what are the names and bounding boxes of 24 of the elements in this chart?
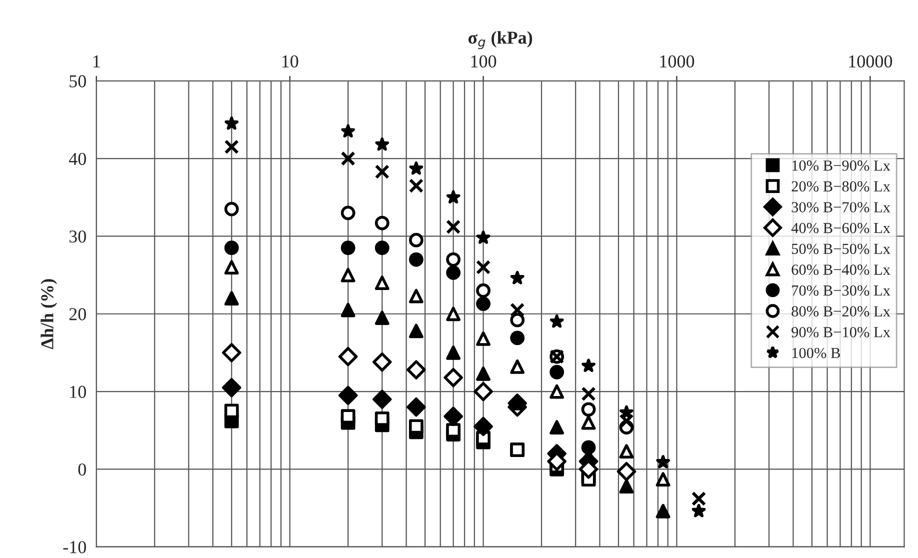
- y-tick-label: 10: [70, 386, 86, 398]
- legend-label: 10% B−90% Lx: [792, 160, 890, 171]
- y-tick-label: 30: [69, 230, 86, 243]
- y-tick-label: -10: [63, 541, 86, 554]
- y-axis-title: Δh/h (%): [40, 279, 58, 350]
- legend-label: 20% B−80% Lx: [792, 181, 890, 192]
- x-tick-label: 100: [471, 55, 496, 68]
- legend-label: 60% B−40% Lx: [792, 264, 890, 275]
- legend-label: 70% B−30% Lx: [792, 285, 890, 296]
- legend-label: 100% B: [792, 348, 840, 358]
- x-tick-label: 10: [282, 55, 298, 68]
- y-tick-label: 40: [68, 152, 86, 166]
- legend-label: 50% B−50% Lx: [792, 244, 890, 254]
- y-tick-label: 20: [69, 308, 86, 320]
- legend-label: 90% B−10% Lx: [792, 327, 890, 338]
- x-tick-label: 1000: [660, 55, 694, 68]
- x-axis-title: σ$_{g}$ (kPa): [468, 31, 532, 50]
- x-tick-label: 10000: [849, 55, 892, 68]
- x-tick-label: 1: [93, 55, 100, 68]
- y-tick-label: 50: [70, 75, 86, 88]
- legend-label: 80% B−20% Lx: [792, 306, 890, 317]
- y-tick-label: 0: [78, 463, 86, 476]
- legend-label: 30% B−70% Lx: [792, 202, 890, 212]
- legend-label: 40% B−60% Lx: [791, 222, 890, 234]
